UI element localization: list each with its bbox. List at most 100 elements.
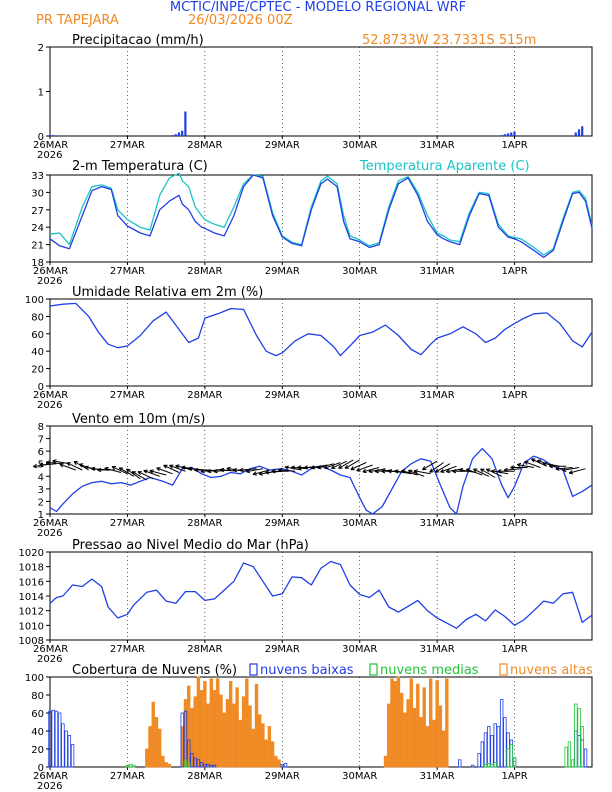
- wind-arrow: [480, 468, 496, 478]
- y-tick-label: 60: [31, 709, 44, 720]
- wind-arrow: [465, 468, 483, 476]
- x-tick-label: 29MAR: [265, 771, 300, 782]
- cloud-bar-0: [499, 699, 504, 768]
- x-tick-label: 31MAR: [420, 140, 455, 151]
- cloud-bar-1: [483, 763, 488, 768]
- humidity-line: [49, 302, 593, 357]
- cloud-bar-2: [148, 726, 152, 768]
- x-tick-label: 1APR: [501, 390, 527, 401]
- cloud-bar-2: [432, 719, 436, 768]
- precip-bar: [48, 135, 51, 136]
- y-tick-label: 100: [25, 673, 44, 684]
- cloud-bar-0: [196, 759, 201, 768]
- plot-frame: [49, 676, 593, 768]
- x-tick-label: 30MAR: [342, 518, 377, 529]
- precip-bar: [184, 111, 187, 136]
- x-tick-label: 27MAR: [110, 518, 145, 529]
- cloud-bar-2: [235, 687, 239, 768]
- wind-arrow: [516, 462, 534, 468]
- legend-label: nuvens medias: [380, 663, 479, 678]
- precip-bar: [181, 130, 184, 136]
- x-tick-label: 1APR: [501, 644, 527, 655]
- cloud-bar-1: [512, 757, 517, 768]
- wind-arrow: [356, 464, 373, 472]
- plot-frame: [49, 46, 593, 137]
- x-tick-label: 31MAR: [420, 390, 455, 401]
- cloud-bar-0: [206, 763, 210, 768]
- wind-arrow: [510, 465, 528, 470]
- cloud-bar-2: [387, 703, 391, 768]
- cloud-bar-0: [493, 723, 497, 768]
- y-tick-label: 30: [31, 188, 44, 199]
- cloud-bar-2: [390, 678, 394, 768]
- y-tick-label: 1012: [19, 607, 44, 618]
- cloud-bar-1: [187, 762, 191, 768]
- cloud-bar-2: [383, 755, 388, 768]
- precip-bar: [574, 132, 577, 136]
- cloud-bar-1: [125, 764, 130, 768]
- wind-arrow: [317, 463, 335, 470]
- cloud-bar-2: [267, 726, 272, 768]
- panel-1: 26MAR 27MAR 28MAR 29MAR 30MAR 31MAR 1APR 2026 0 1…: [33, 33, 593, 161]
- header-location: PR TAPEJARA: [36, 13, 119, 28]
- panel-3: 26MAR 27MAR 28MAR 29MAR 30MAR 31MAR 1APR 2026 0 2…: [25, 285, 593, 411]
- x-tick-label: 30MAR: [342, 266, 377, 277]
- wind-arrow: [344, 459, 360, 469]
- y-tick-label: 100: [25, 295, 44, 306]
- x-tick-label: 30MAR: [342, 644, 377, 655]
- panel-title: Cobertura de Nuvens (%): [72, 663, 237, 678]
- wind-speed-line: [49, 447, 593, 515]
- wind-arrow: [548, 464, 567, 469]
- cloud-bar-0: [193, 757, 197, 768]
- panel-6: 26MAR 27MAR 28MAR 29MAR 30MAR 31MAR 1APR 2026 0 2…: [25, 663, 593, 792]
- y-tick-label: 40: [31, 347, 44, 358]
- y-tick-label: 0: [38, 763, 44, 774]
- cloud-bar-1: [506, 748, 510, 768]
- apparent-temp-line: [49, 172, 593, 256]
- cloud-bar-2: [438, 705, 443, 768]
- y-tick-label: 20: [31, 365, 44, 376]
- x-tick-label: 26MAR: [33, 390, 68, 401]
- wind-arrow: [131, 471, 148, 481]
- cloud-bar-0: [212, 764, 217, 768]
- panel-title-apparent: Temperatura Aparente (C): [359, 159, 530, 174]
- x-tick-label: 26MAR: [33, 140, 68, 151]
- y-tick-label: 4: [38, 472, 44, 483]
- wind-arrow: [163, 464, 180, 473]
- precip-bar: [510, 132, 513, 136]
- wind-arrow: [555, 466, 573, 471]
- cloud-bar-0: [199, 762, 204, 768]
- header-title: MCTIC/INPE/CPTEC - MODELO REGIONAL WRF: [170, 0, 466, 15]
- x-tick-label: 28MAR: [187, 644, 222, 655]
- wind-arrow: [104, 466, 122, 473]
- cloud-bar-2: [161, 755, 165, 768]
- temp-line: [49, 174, 593, 259]
- wind-arrow: [111, 466, 128, 475]
- y-tick-label: 40: [31, 727, 44, 738]
- cloud-bar-2: [167, 763, 172, 768]
- cloud-bar-1: [580, 726, 585, 768]
- wind-arrow: [239, 467, 257, 473]
- cloud-bar-2: [164, 762, 168, 768]
- x-tick-label: 27MAR: [110, 390, 145, 401]
- cloud-bar-1: [574, 703, 578, 768]
- y-tick-label: 2: [38, 497, 44, 508]
- cloud-bar-2: [428, 678, 433, 768]
- cloud-bar-2: [274, 755, 278, 768]
- cloud-bar-2: [251, 728, 255, 768]
- wind-arrow: [324, 462, 341, 470]
- x-tick-label: 29MAR: [265, 266, 300, 277]
- cloud-bar-0: [490, 735, 494, 768]
- cloud-bar-0: [57, 712, 62, 768]
- cloud-bar-2: [270, 741, 275, 768]
- precip-bar: [171, 135, 174, 136]
- cloud-bar-0: [470, 764, 475, 768]
- wind-arrow: [66, 462, 83, 471]
- wind-arrow: [156, 467, 173, 475]
- x-tick-label: 1APR: [501, 266, 527, 277]
- plot-frame: [49, 174, 593, 263]
- x-tick-label: 31MAR: [420, 266, 455, 277]
- cloud-bar-2: [419, 717, 423, 768]
- cloud-bar-1: [564, 746, 568, 768]
- cloud-bar-2: [393, 681, 397, 768]
